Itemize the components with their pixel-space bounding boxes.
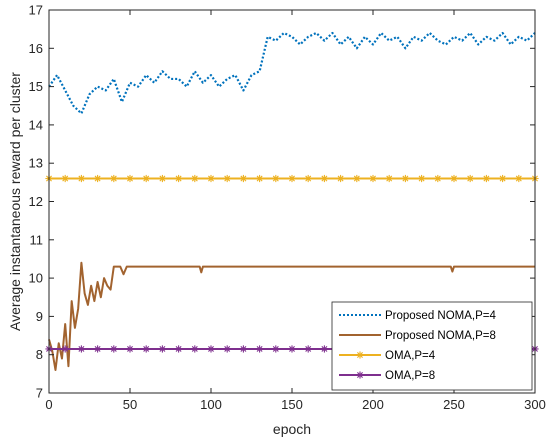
series-marker xyxy=(272,174,280,183)
series-marker xyxy=(288,174,296,183)
legend-marker xyxy=(356,351,364,359)
y-tick-label: 15 xyxy=(29,79,43,94)
series-marker xyxy=(256,174,264,183)
series-marker xyxy=(158,174,166,183)
series-marker xyxy=(320,345,328,353)
series-layer xyxy=(45,31,539,372)
y-tick-label: 8 xyxy=(36,347,43,362)
series-marker xyxy=(256,345,264,353)
series-marker xyxy=(191,174,199,183)
legend-entry-4: OMA,P=8 xyxy=(339,370,435,382)
x-tick-label: 0 xyxy=(45,397,52,412)
series-marker xyxy=(191,345,199,353)
legend-marker xyxy=(356,371,364,379)
series-marker xyxy=(207,345,215,353)
series-marker xyxy=(94,345,102,353)
legend-entry-3: OMA,P=4 xyxy=(339,350,436,362)
x-axis-label: epoch xyxy=(273,421,311,437)
legend-label: OMA,P=4 xyxy=(385,350,436,362)
y-tick-label: 17 xyxy=(29,3,43,18)
series-marker xyxy=(434,174,442,183)
series-marker xyxy=(499,174,507,183)
legend-entry-1: Proposed NOMA,P=4 xyxy=(339,310,497,322)
x-tick-label: 150 xyxy=(281,397,303,412)
series-marker xyxy=(385,174,393,183)
series-marker xyxy=(482,174,490,183)
y-tick-label: 9 xyxy=(36,309,43,324)
series-marker xyxy=(94,174,102,183)
series-marker xyxy=(466,174,474,183)
series-marker xyxy=(61,174,69,183)
x-tick-label: 100 xyxy=(200,397,222,412)
y-tick-label: 12 xyxy=(29,194,43,209)
series-marker xyxy=(126,345,134,353)
series-marker xyxy=(223,174,231,183)
series-marker xyxy=(304,174,312,183)
y-tick-label: 14 xyxy=(29,117,43,132)
y-tick-label: 10 xyxy=(29,271,43,286)
series-marker xyxy=(126,174,134,183)
series-marker xyxy=(142,345,150,353)
series-marker xyxy=(320,174,328,183)
series-marker xyxy=(369,174,377,183)
ticks-layer: 0 50 100 150 200 250 300 7 8 9 10 11 12 13 14 15 16 17 xyxy=(29,3,546,413)
series-marker xyxy=(223,345,231,353)
legend-label: Proposed NOMA,P=4 xyxy=(385,310,497,322)
series-marker xyxy=(272,345,280,353)
x-tick-label: 250 xyxy=(443,397,465,412)
series-line-2 xyxy=(48,261,535,372)
series-marker xyxy=(337,174,345,183)
series-marker xyxy=(515,174,523,183)
x-tick-label: 300 xyxy=(524,397,546,412)
y-tick-label: 16 xyxy=(29,41,43,56)
series-marker xyxy=(207,174,215,183)
series-marker xyxy=(61,345,69,353)
series-marker xyxy=(401,174,409,183)
series-marker xyxy=(110,345,118,353)
y-tick-label: 11 xyxy=(30,232,44,247)
series-marker xyxy=(142,174,150,183)
legend-label: OMA,P=8 xyxy=(385,370,435,382)
series-marker xyxy=(239,345,247,353)
x-tick-label: 200 xyxy=(362,397,384,412)
legend: Proposed NOMA,P=4 Proposed NOMA,P=8 OMA,P=… xyxy=(331,301,533,391)
y-tick-label: 7 xyxy=(36,386,43,401)
series-marker xyxy=(110,174,118,183)
series-marker xyxy=(239,174,247,183)
series-marker xyxy=(175,345,183,353)
series-marker xyxy=(77,174,85,183)
y-axis-label: Average instantaneous reward per cluster xyxy=(7,72,23,331)
series-marker xyxy=(175,174,183,183)
series-marker xyxy=(418,174,426,183)
series-marker xyxy=(353,174,361,183)
x-tick-label: 50 xyxy=(123,397,137,412)
series-marker xyxy=(158,345,166,353)
series-marker xyxy=(288,345,296,353)
y-tick-label: 13 xyxy=(29,156,43,171)
legend-label: Proposed NOMA,P=8 xyxy=(385,330,496,342)
series-marker xyxy=(77,345,85,353)
series-markers-3 xyxy=(45,174,539,183)
series-marker xyxy=(450,174,458,183)
legend-entry-2: Proposed NOMA,P=8 xyxy=(339,330,496,342)
series-marker xyxy=(304,345,312,353)
